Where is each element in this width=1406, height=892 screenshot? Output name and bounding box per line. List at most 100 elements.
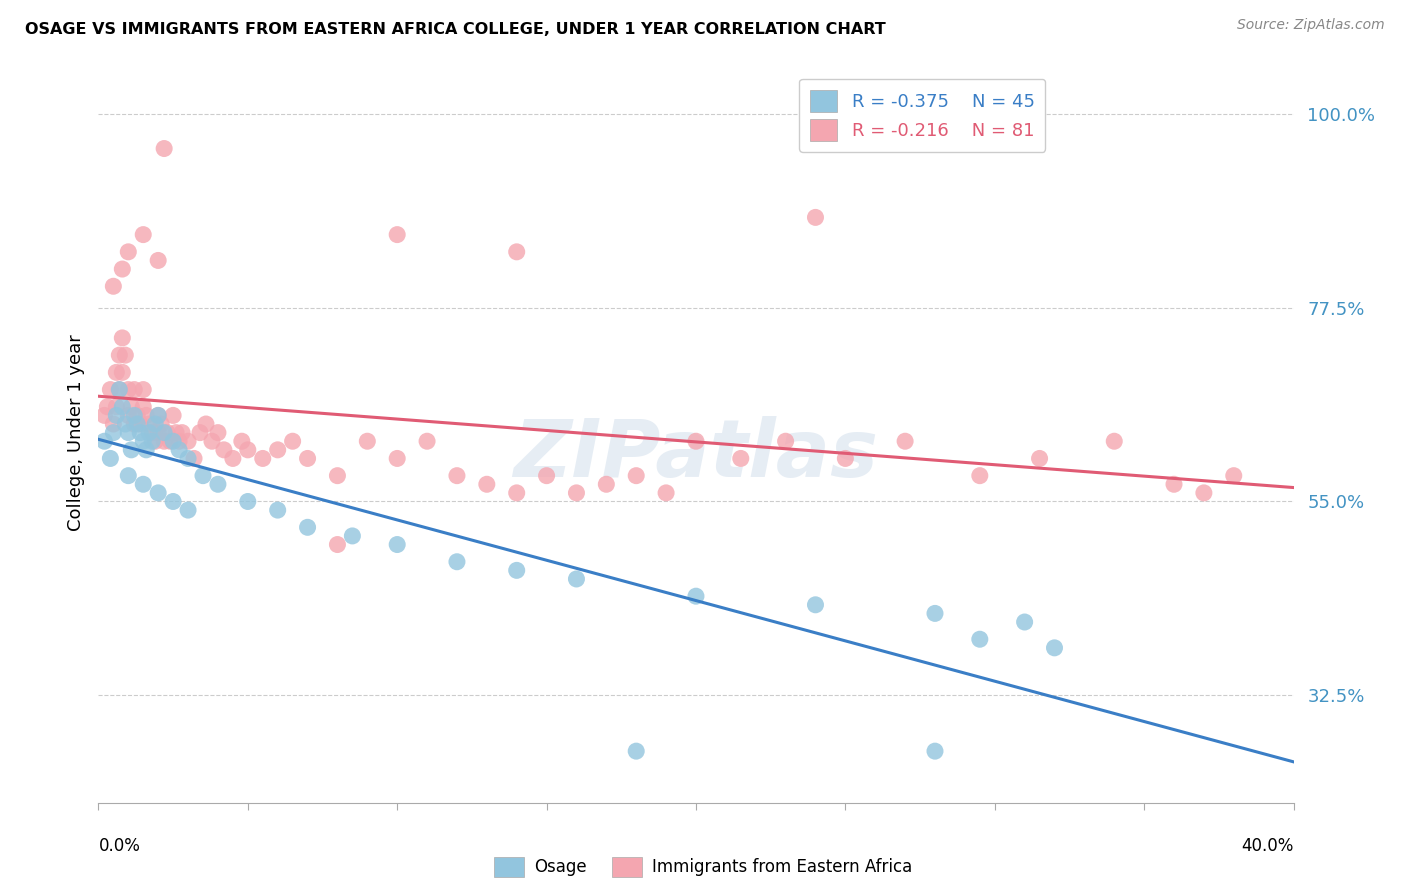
Point: [117, 409, 139, 423]
Point: [148, 486, 170, 500]
Text: ZIPatlas: ZIPatlas: [513, 416, 879, 494]
Point: [105, 409, 128, 423]
Point: [141, 425, 163, 440]
Point: [1223, 468, 1246, 483]
Point: [117, 468, 139, 483]
Point: [108, 383, 131, 397]
Point: [1104, 434, 1126, 449]
Point: [177, 434, 200, 449]
Point: [446, 555, 468, 569]
Point: [93, 434, 115, 449]
Point: [167, 442, 190, 457]
Point: [1043, 640, 1066, 655]
Text: 0.0%: 0.0%: [98, 838, 141, 855]
Point: [103, 425, 125, 440]
Point: [105, 365, 128, 379]
Point: [475, 477, 498, 491]
Point: [129, 417, 152, 431]
Point: [506, 486, 529, 500]
Point: [111, 262, 134, 277]
Point: [103, 279, 125, 293]
Point: [595, 477, 617, 491]
Point: [626, 744, 648, 758]
Point: [212, 442, 235, 457]
Point: [111, 400, 134, 414]
Point: [132, 434, 155, 449]
Point: [188, 425, 211, 440]
Point: [924, 744, 946, 758]
Text: Source: ZipAtlas.com: Source: ZipAtlas.com: [1237, 18, 1385, 32]
Point: [894, 434, 917, 449]
Point: [108, 348, 131, 362]
Point: [177, 451, 200, 466]
Point: [135, 442, 157, 457]
Point: [138, 417, 160, 431]
Point: [120, 442, 142, 457]
Point: [141, 434, 163, 449]
Point: [162, 434, 184, 449]
Point: [98, 383, 122, 397]
Point: [153, 142, 176, 156]
Point: [127, 409, 149, 423]
Point: [1192, 486, 1215, 500]
Point: [969, 632, 991, 647]
Point: [148, 425, 170, 440]
Point: [201, 434, 224, 449]
Point: [93, 409, 115, 423]
Point: [1163, 477, 1185, 491]
Point: [124, 417, 146, 431]
Point: [385, 227, 409, 242]
Point: [565, 486, 588, 500]
Point: [98, 451, 122, 466]
Point: [281, 434, 304, 449]
Point: [191, 468, 214, 483]
Point: [135, 409, 157, 423]
Point: [105, 400, 128, 414]
Point: [207, 477, 229, 491]
Point: [165, 425, 187, 440]
Point: [775, 434, 797, 449]
Point: [117, 383, 139, 397]
Point: [103, 417, 125, 431]
Point: [159, 434, 181, 449]
Point: [356, 434, 378, 449]
Point: [120, 400, 142, 414]
Legend: R = -0.375    N = 45, R = -0.216    N = 81: R = -0.375 N = 45, R = -0.216 N = 81: [799, 78, 1046, 152]
Point: [416, 434, 439, 449]
Point: [536, 468, 558, 483]
Point: [326, 537, 349, 551]
Point: [148, 409, 170, 423]
Point: [96, 400, 118, 414]
Point: [124, 383, 146, 397]
Point: [222, 451, 245, 466]
Point: [156, 425, 179, 440]
Point: [924, 607, 946, 621]
Point: [124, 409, 146, 423]
Point: [150, 417, 173, 431]
Point: [236, 494, 259, 508]
Point: [1014, 615, 1036, 629]
Point: [326, 468, 349, 483]
Point: [565, 572, 588, 586]
Point: [153, 425, 176, 440]
Point: [143, 417, 166, 431]
Text: OSAGE VS IMMIGRANTS FROM EASTERN AFRICA COLLEGE, UNDER 1 YEAR CORRELATION CHART: OSAGE VS IMMIGRANTS FROM EASTERN AFRICA …: [25, 22, 886, 37]
Point: [148, 253, 170, 268]
Text: 40.0%: 40.0%: [1241, 838, 1294, 855]
Point: [804, 598, 827, 612]
Point: [506, 563, 529, 577]
Point: [655, 486, 678, 500]
Point: [132, 227, 155, 242]
Point: [132, 477, 155, 491]
Point: [167, 434, 190, 449]
Point: [267, 503, 290, 517]
Point: [183, 451, 205, 466]
Point: [148, 409, 170, 423]
Point: [685, 434, 707, 449]
Point: [1028, 451, 1050, 466]
Point: [834, 451, 856, 466]
Point: [231, 434, 253, 449]
Point: [132, 383, 155, 397]
Point: [195, 417, 218, 431]
Point: [108, 383, 131, 397]
